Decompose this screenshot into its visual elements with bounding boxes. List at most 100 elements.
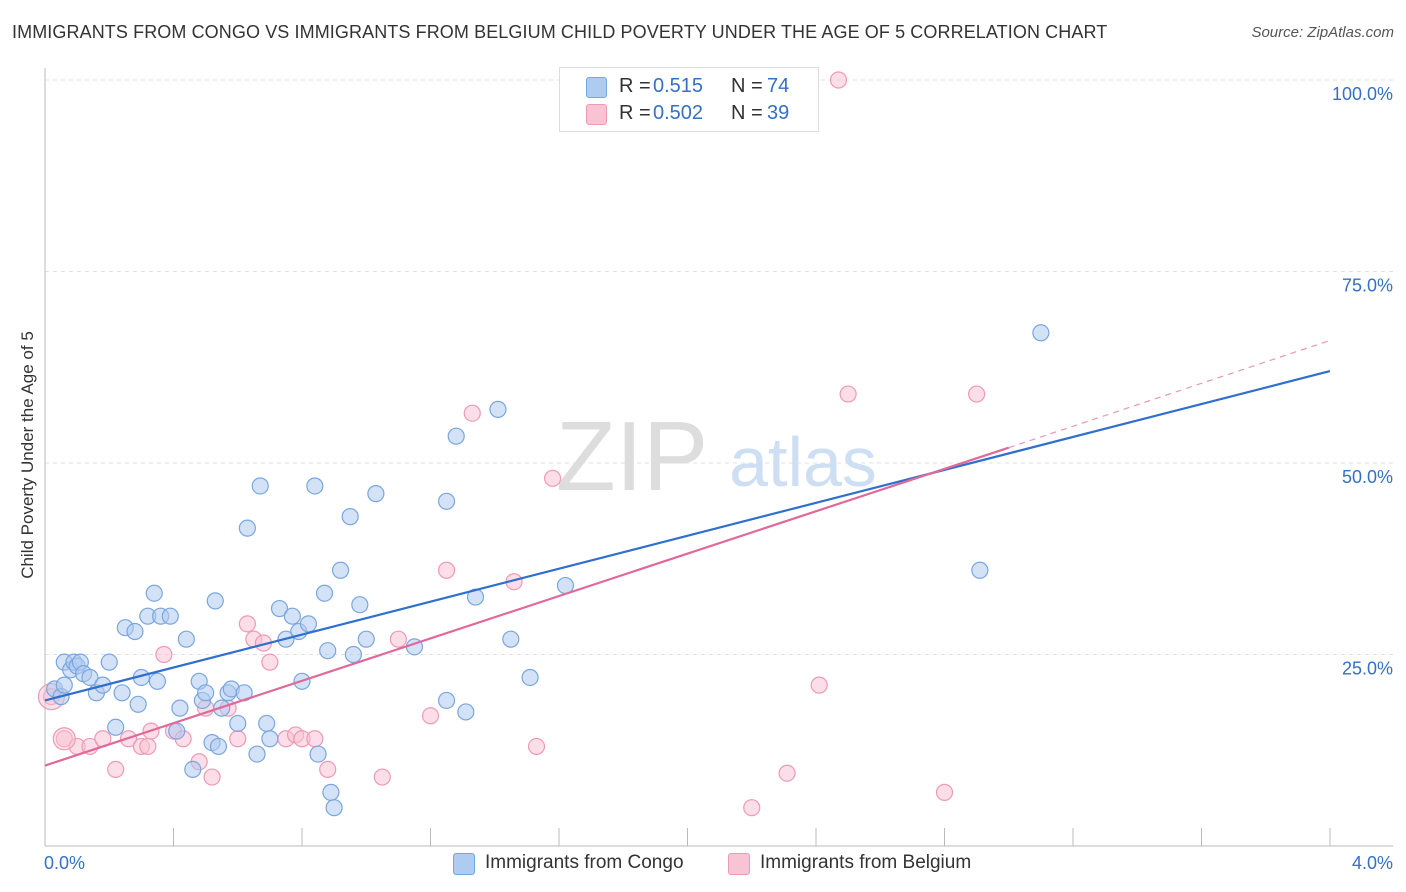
belgium-point <box>306 730 324 748</box>
congo-point <box>209 737 228 756</box>
belgium-point <box>527 737 546 756</box>
watermark: ZIP atlas <box>556 401 877 511</box>
belgium-point <box>107 760 125 779</box>
congo-point <box>299 615 318 633</box>
tick-labels: 25.0% 50.0% 75.0% 100.0% 0.0% 4.0% <box>44 84 1393 873</box>
watermark-atlas: atlas <box>729 423 877 501</box>
source-label: Source: ZipAtlas.com <box>1251 24 1394 41</box>
congo-point <box>322 783 340 801</box>
congo-point <box>489 400 507 418</box>
congo-point <box>325 799 343 817</box>
axes-layer <box>44 68 1393 847</box>
congo-point <box>81 668 99 687</box>
congo-point <box>331 561 350 579</box>
congo-point <box>258 714 276 733</box>
congo-point <box>357 630 375 648</box>
congo-point <box>229 714 247 733</box>
chart-title: IMMIGRANTS FROM CONGO VS IMMIGRANTS FROM… <box>12 22 1108 42</box>
belgium-point <box>238 615 256 633</box>
congo-points <box>46 324 1050 817</box>
congo-point <box>306 477 324 495</box>
belgium-n-value: 39 <box>767 102 790 124</box>
congo-n-value: 74 <box>767 75 790 97</box>
belgium-point <box>389 630 407 648</box>
congo-point <box>171 699 189 717</box>
belgium-point <box>52 727 76 751</box>
congo-point <box>344 645 362 664</box>
congo-point <box>283 607 301 625</box>
belgium-point <box>203 768 221 786</box>
trend-layer <box>44 339 1331 767</box>
belgium-point <box>155 645 173 664</box>
congo-point <box>248 745 266 763</box>
congo-n-label: N = <box>731 75 763 97</box>
belgium-point <box>810 676 828 694</box>
congo-point <box>971 561 989 579</box>
congo-point <box>168 722 186 740</box>
y-tick-label: 75.0% <box>1342 276 1393 296</box>
belgium-point <box>778 764 796 782</box>
congo-point <box>238 519 256 537</box>
congo-point <box>270 599 289 618</box>
congo-r-label: R = <box>619 75 651 97</box>
congo-r-value: 0.515 <box>653 75 704 97</box>
congo-point <box>309 745 327 763</box>
bottom-congo-swatch <box>453 853 475 875</box>
congo-point <box>437 492 456 510</box>
congo-point <box>148 672 167 690</box>
y-tick-label: 25.0% <box>1342 659 1393 679</box>
congo-point <box>367 485 385 503</box>
belgium-point <box>229 730 247 748</box>
congo-point <box>437 691 456 710</box>
y-tick-label: 50.0% <box>1342 467 1393 487</box>
belgium-point <box>373 768 391 786</box>
congo-point <box>502 630 520 648</box>
belgium-point <box>437 561 456 579</box>
congo-point <box>100 653 118 671</box>
correlation-legend: R = 0.515 N = 74 R = 0.502 N = 39 <box>559 67 819 132</box>
congo-point <box>319 642 337 660</box>
bottom-belgium-label: Immigrants from Belgium <box>760 852 972 873</box>
congo-point <box>145 584 163 602</box>
congo-point <box>197 684 215 702</box>
congo-point <box>521 668 539 687</box>
belgium-swatch <box>586 104 607 125</box>
congo-swatch <box>586 77 607 98</box>
belgium-point <box>743 799 761 817</box>
belgium-point <box>839 385 857 403</box>
congo-point <box>129 695 147 713</box>
congo-point <box>251 477 269 495</box>
belgium-point <box>543 469 562 487</box>
belgium-trend-line <box>44 446 1010 767</box>
belgium-point <box>139 737 157 756</box>
bottom-congo-label: Immigrants from Congo <box>485 852 684 873</box>
congo-point <box>315 584 334 602</box>
x-tick-label: 4.0% <box>1352 853 1393 873</box>
belgium-point <box>829 71 848 89</box>
congo-point <box>161 607 179 625</box>
congo-point <box>341 508 359 526</box>
congo-point <box>1032 324 1050 342</box>
belgium-r-label: R = <box>619 102 651 124</box>
belgium-point <box>935 783 954 801</box>
belgium-point <box>319 760 337 779</box>
congo-point <box>184 760 202 779</box>
congo-point <box>107 718 125 736</box>
belgium-point <box>463 404 481 422</box>
congo-point <box>55 676 73 694</box>
belgium-point <box>421 707 440 725</box>
belgium-point <box>261 653 279 671</box>
watermark-zip: ZIP <box>556 401 708 511</box>
congo-point <box>261 730 279 748</box>
congo-point <box>126 622 144 641</box>
congo-point <box>457 703 475 721</box>
belgium-r-value: 0.502 <box>653 102 704 124</box>
congo-point <box>177 630 195 648</box>
y-tick-label: 100.0% <box>1332 84 1393 104</box>
bottom-belgium-swatch <box>728 853 750 875</box>
belgium-point <box>968 385 986 403</box>
belgium-n-label: N = <box>731 102 763 124</box>
congo-point <box>351 596 369 614</box>
congo-point <box>113 684 131 702</box>
